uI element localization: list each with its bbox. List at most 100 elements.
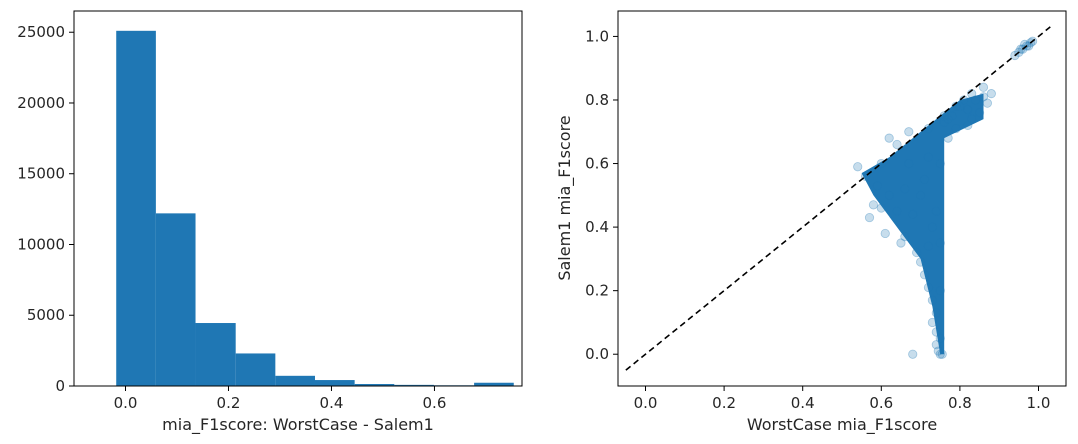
histogram-axes-frame xyxy=(73,10,523,387)
scatter-point xyxy=(900,232,910,242)
scatter-point xyxy=(931,308,941,318)
x-tick-label: 0.4 xyxy=(320,394,344,412)
y-tick-label: 20000 xyxy=(17,94,65,112)
y-tick-label: 0 xyxy=(55,377,65,395)
scatter-point xyxy=(908,349,918,359)
scatter-dense-cloud xyxy=(861,93,984,355)
scatter-point xyxy=(892,139,902,150)
y-tick-label: 15000 xyxy=(17,165,65,183)
scatter-point xyxy=(868,200,879,210)
y-tick-label: 10000 xyxy=(17,235,65,253)
y-tick-label: 5000 xyxy=(27,306,65,324)
scatter-point xyxy=(1016,44,1026,54)
histogram-bar xyxy=(314,380,355,386)
scatter-point xyxy=(864,212,875,223)
scatter-point xyxy=(967,114,977,124)
scatter-point xyxy=(919,270,930,280)
histogram-bar xyxy=(235,353,276,386)
histogram-bar xyxy=(474,382,514,386)
y-tick-label: 0.8 xyxy=(585,91,609,109)
x-tick-label: 0.2 xyxy=(217,394,241,412)
identity-reference-line xyxy=(625,26,1051,371)
scatter-point xyxy=(935,158,945,169)
scatter-point xyxy=(939,117,949,127)
x-tick-label: 1.0 xyxy=(1027,394,1051,412)
scatter-point xyxy=(884,190,894,200)
scatter-x-ticks: 0.0 0.2 0.4 0.6 0.8 1.0 xyxy=(634,386,1051,412)
scatter-point xyxy=(927,222,937,232)
scatter-point xyxy=(927,317,937,328)
scatter-point xyxy=(978,92,989,102)
scatter-point xyxy=(853,162,863,172)
scatter-points xyxy=(853,36,1038,359)
scatter-point xyxy=(963,104,973,115)
scatter-point xyxy=(935,349,945,359)
histogram-bar xyxy=(275,375,315,386)
scatter-point xyxy=(872,181,882,191)
y-tick-label: 0.0 xyxy=(585,345,609,363)
scatter-point xyxy=(963,120,973,131)
scatter-point xyxy=(904,158,914,169)
scatter-y-ticks: 0.0 0.2 0.4 0.6 0.8 1.0 xyxy=(585,27,618,363)
scatter-point xyxy=(986,89,996,99)
scatter-point xyxy=(927,295,937,305)
x-tick-label: 0.2 xyxy=(712,394,736,412)
scatter-point xyxy=(908,209,918,219)
scatter-point xyxy=(943,133,953,143)
histogram-bar xyxy=(116,30,156,387)
scatter-point xyxy=(919,174,930,185)
scatter-point xyxy=(900,184,910,194)
y-tick-label: 0.2 xyxy=(585,282,609,300)
histogram-bar xyxy=(394,384,434,386)
scatter-point xyxy=(978,82,989,92)
scatter-axes-frame xyxy=(617,10,1067,387)
scatter-y-axis-label: Salem1 mia_F1score xyxy=(555,115,575,280)
scatter-point xyxy=(904,127,914,137)
x-tick-label: 0.6 xyxy=(423,394,447,412)
scatter-point xyxy=(937,349,947,359)
scatter-point xyxy=(912,247,922,258)
histogram-bar xyxy=(195,323,236,386)
x-tick-label: 0.0 xyxy=(114,394,138,412)
scatter-point xyxy=(935,238,945,248)
scatter-point xyxy=(951,123,961,134)
scatter-point xyxy=(923,152,934,162)
scatter-point xyxy=(876,203,886,213)
scatter-panel: 0.0 0.2 0.4 0.6 0.8 1.0 0.0 0.2 0.4 0.6 0.8 1.0 Wo… xyxy=(555,10,1067,435)
y-tick-label: 0.4 xyxy=(585,218,609,236)
histogram-x-ticks: 0.0 0.2 0.4 0.6 xyxy=(114,386,447,412)
scatter-point xyxy=(931,327,941,337)
scatter-point xyxy=(880,228,890,239)
scatter-point xyxy=(884,133,894,143)
x-tick-label: 0.6 xyxy=(869,394,893,412)
histogram-y-ticks: 0 5000 10000 15000 20000 25000 xyxy=(17,23,74,395)
histogram-bar xyxy=(155,213,196,386)
scatter-point xyxy=(915,190,926,200)
x-tick-label: 0.0 xyxy=(634,394,658,412)
scatter-point xyxy=(892,206,902,216)
scatter-point xyxy=(931,206,941,216)
scatter-point xyxy=(931,340,941,350)
histogram-bar xyxy=(354,384,395,386)
scatter-x-axis-label: WorstCase mia_F1score xyxy=(747,415,937,435)
scatter-point xyxy=(943,114,953,124)
scatter-point xyxy=(982,98,993,108)
scatter-point xyxy=(935,333,945,343)
scatter-point xyxy=(933,346,943,356)
scatter-point xyxy=(974,108,985,118)
scatter-point xyxy=(896,238,906,248)
scatter-point xyxy=(971,95,981,105)
scatter-point xyxy=(923,241,934,251)
histogram-x-axis-label: mia_F1score: WorstCase - Salem1 xyxy=(162,415,434,435)
scatter-point xyxy=(935,286,945,296)
y-tick-label: 0.6 xyxy=(585,155,609,173)
scatter-point xyxy=(947,111,957,121)
x-tick-label: 0.4 xyxy=(791,394,815,412)
scatter-point xyxy=(923,282,934,293)
histogram-bars xyxy=(116,30,514,387)
histogram-panel: 0.0 0.2 0.4 0.6 0 5000 10000 15000 20000 25000 m… xyxy=(17,10,523,435)
scatter-point xyxy=(955,101,965,111)
scatter-point xyxy=(1024,41,1034,51)
x-tick-label: 0.8 xyxy=(948,394,972,412)
